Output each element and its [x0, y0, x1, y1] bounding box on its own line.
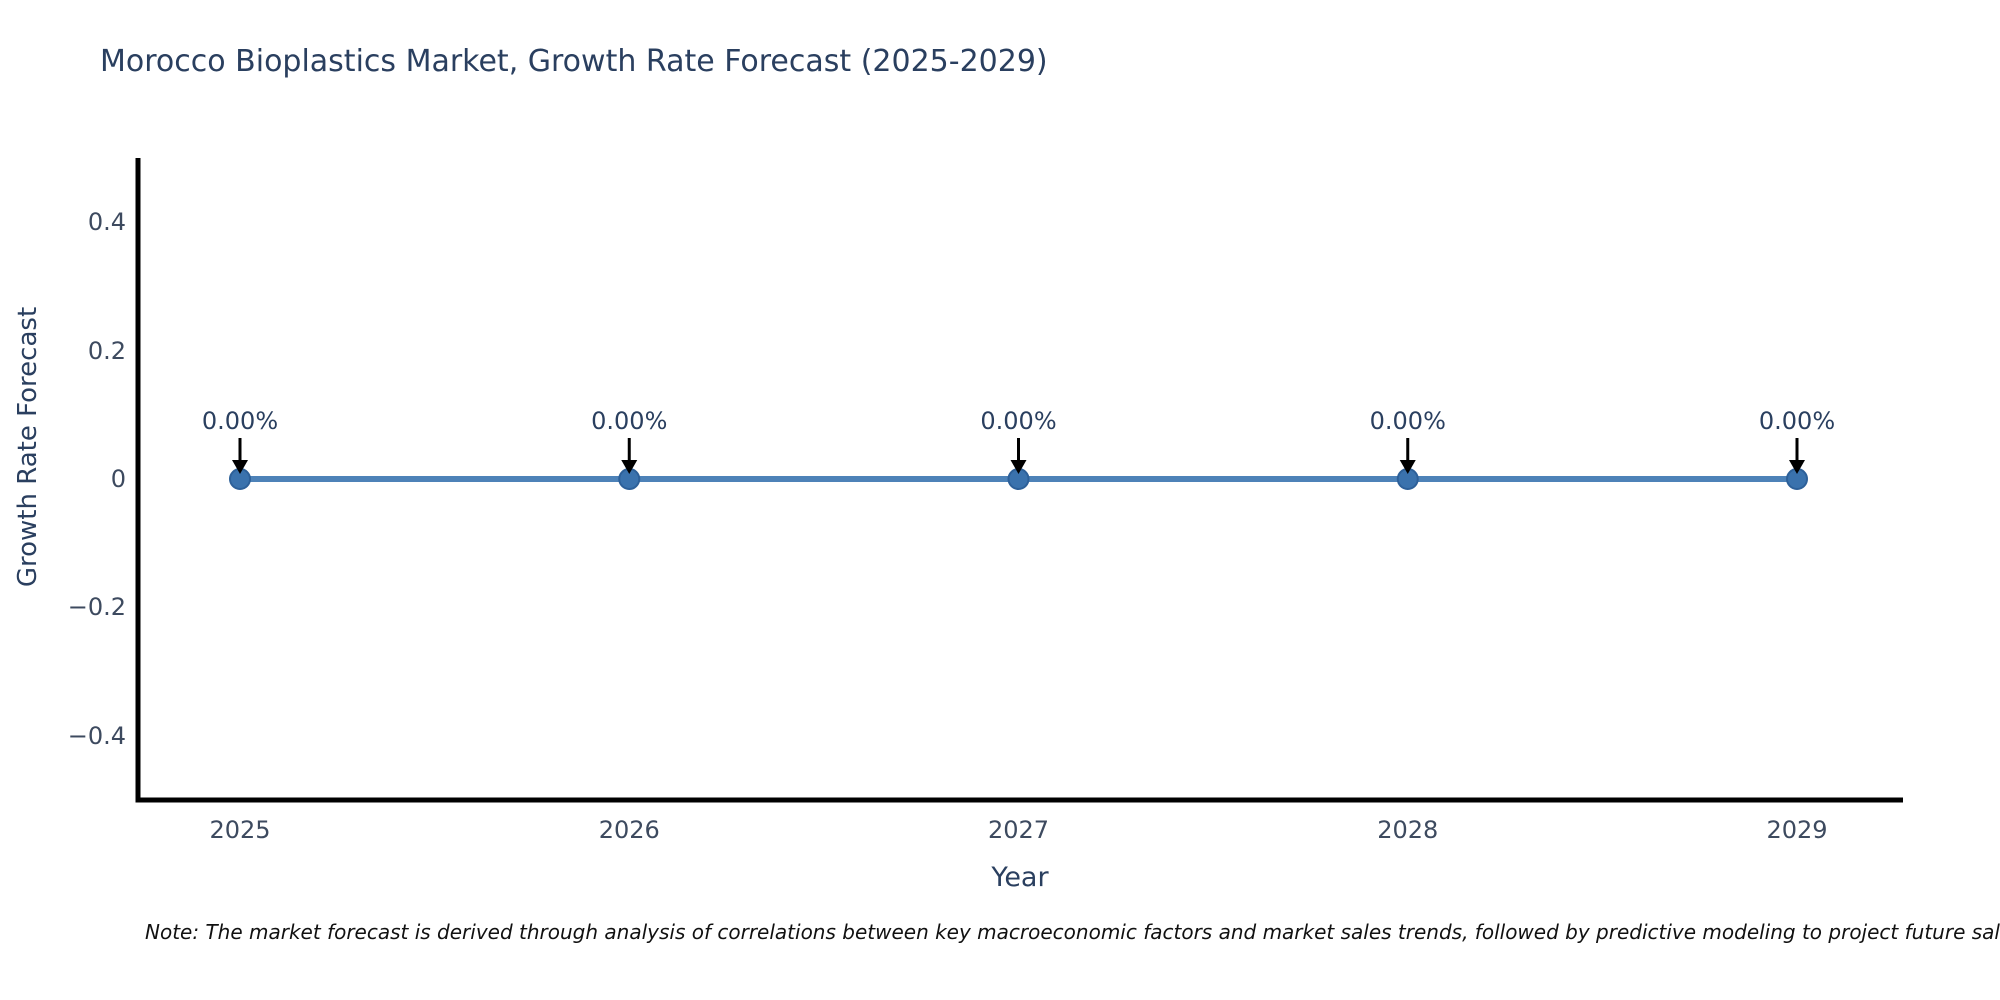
x-tick-label: 2027	[987, 816, 1050, 844]
y-tick-label: 0.2	[87, 336, 126, 365]
y-tick-label: 0.4	[87, 208, 126, 237]
annotation-arrow-head	[232, 460, 248, 474]
annotation-arrow-head	[1789, 460, 1805, 474]
footnote: Note: The market forecast is derived thr…	[145, 920, 2000, 944]
y-tick-label: −0.4	[67, 721, 126, 750]
point-value-label: 0.00%	[201, 407, 279, 435]
annotation-arrow-head	[1010, 460, 1027, 474]
point-value-label: 0.00%	[1369, 407, 1446, 435]
y-tick-label: −0.2	[67, 593, 126, 622]
chart-title: Morocco Bioplastics Market, Growth Rate …	[100, 44, 1048, 79]
x-tick-label: 2026	[598, 816, 660, 844]
y-tick-label: 0	[110, 465, 126, 493]
x-tick-label: 2025	[209, 816, 271, 844]
point-value-label: 0.00%	[591, 407, 668, 435]
point-value-label: 0.00%	[1758, 407, 1836, 435]
x-tick-label: 2028	[1377, 816, 1439, 844]
axis-lines	[135, 158, 1903, 803]
x-tick-label: 2029	[1766, 816, 1828, 844]
point-value-label: 0.00%	[980, 407, 1057, 435]
annotation-arrow-head	[1399, 460, 1416, 474]
annotation-arrow-head	[621, 460, 638, 474]
x-axis-title: Year	[991, 862, 1049, 893]
